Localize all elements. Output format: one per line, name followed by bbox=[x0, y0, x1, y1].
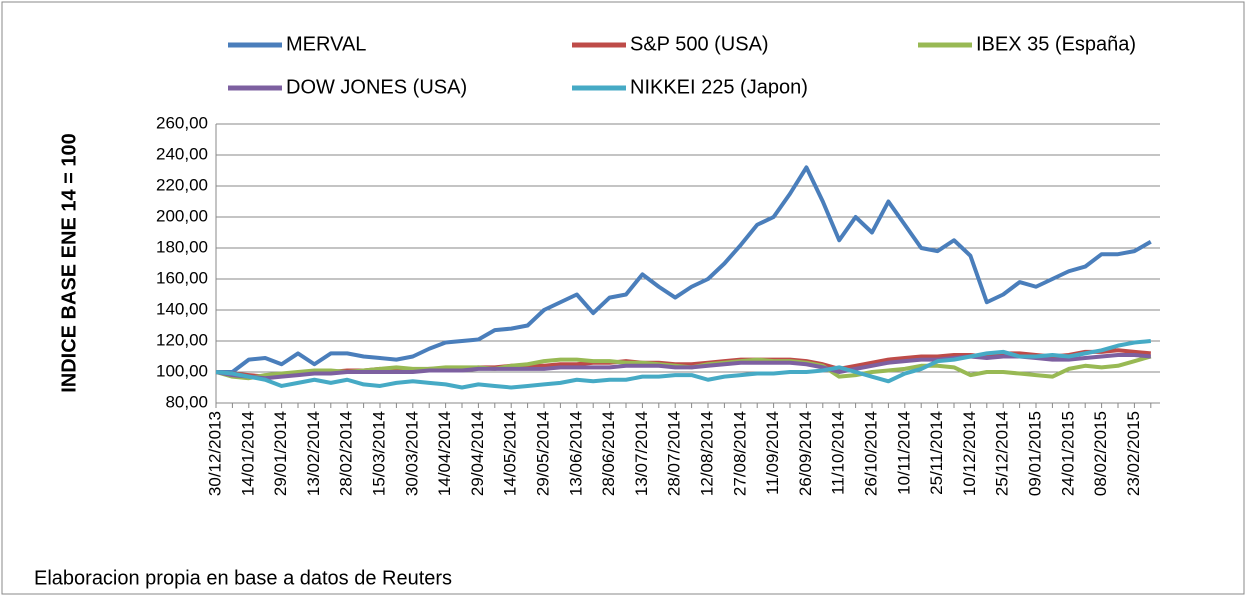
x-tick-label: 29/01/2014 bbox=[271, 411, 290, 496]
y-axis-title: INDICE BASE ENE 14 = 100 bbox=[58, 133, 80, 393]
y-tick-label: 180,00 bbox=[156, 237, 208, 256]
x-tick-label: 30/12/2013 bbox=[205, 411, 224, 496]
x-tick-label: 10/12/2014 bbox=[960, 411, 979, 496]
x-tick-label: 30/03/2014 bbox=[402, 411, 421, 496]
y-tick-label: 260,00 bbox=[156, 113, 208, 132]
x-tick-label: 13/02/2014 bbox=[304, 411, 323, 496]
x-tick-label: 26/10/2014 bbox=[861, 411, 880, 496]
y-tick-label: 140,00 bbox=[156, 299, 208, 318]
legend-label: MERVAL bbox=[286, 33, 366, 55]
x-tick-label: 15/03/2014 bbox=[369, 411, 388, 496]
series-line bbox=[215, 339, 1151, 390]
x-tick-label: 26/09/2014 bbox=[796, 411, 815, 496]
x-tick-label: 29/04/2014 bbox=[468, 411, 487, 496]
y-tick-label: 200,00 bbox=[156, 206, 208, 225]
x-tick-label: 28/02/2014 bbox=[337, 411, 356, 496]
x-tick-label: 11/10/2014 bbox=[829, 411, 848, 495]
x-tick-label: 10/11/2014 bbox=[894, 411, 913, 495]
y-tick-label: 80,00 bbox=[165, 392, 208, 411]
x-tick-label: 24/01/2015 bbox=[1058, 411, 1077, 496]
x-tick-label: 28/06/2014 bbox=[599, 411, 618, 496]
x-tick-label: 25/11/2014 bbox=[927, 411, 946, 495]
x-tick-label: 14/05/2014 bbox=[501, 411, 520, 496]
legend-label: DOW JONES (USA) bbox=[286, 76, 467, 98]
y-tick-label: 120,00 bbox=[156, 330, 208, 349]
x-tick-label: 13/06/2014 bbox=[566, 411, 585, 496]
legend-label: NIKKEI 225 (Japon) bbox=[630, 76, 808, 98]
series-line bbox=[215, 352, 1151, 381]
x-tick-label: 13/07/2014 bbox=[632, 411, 651, 496]
y-tick-label: 240,00 bbox=[156, 144, 208, 163]
series-line bbox=[216, 165, 1152, 374]
x-tick-label: 12/08/2014 bbox=[697, 411, 716, 496]
y-tick-label: 220,00 bbox=[156, 175, 208, 194]
y-tick-label: 160,00 bbox=[156, 268, 208, 287]
y-tick-label: 100,00 bbox=[156, 361, 208, 380]
legend-label: S&P 500 (USA) bbox=[630, 33, 769, 55]
x-tick-label: 11/09/2014 bbox=[763, 411, 782, 495]
x-tick-label: 09/01/2015 bbox=[1025, 411, 1044, 496]
x-tick-label: 23/02/2015 bbox=[1124, 411, 1143, 496]
x-tick-label: 28/07/2014 bbox=[665, 411, 684, 496]
x-tick-label: 14/01/2014 bbox=[238, 411, 257, 496]
x-tick-label: 08/02/2015 bbox=[1091, 411, 1110, 496]
x-tick-label: 14/04/2014 bbox=[435, 411, 454, 496]
source-note: Elaboracion propia en base a datos de Re… bbox=[34, 567, 452, 589]
x-tick-label: 27/08/2014 bbox=[730, 411, 749, 496]
x-tick-label: 29/05/2014 bbox=[533, 411, 552, 496]
legend-label: IBEX 35 (España) bbox=[976, 33, 1136, 55]
x-tick-label: 25/12/2014 bbox=[993, 411, 1012, 496]
